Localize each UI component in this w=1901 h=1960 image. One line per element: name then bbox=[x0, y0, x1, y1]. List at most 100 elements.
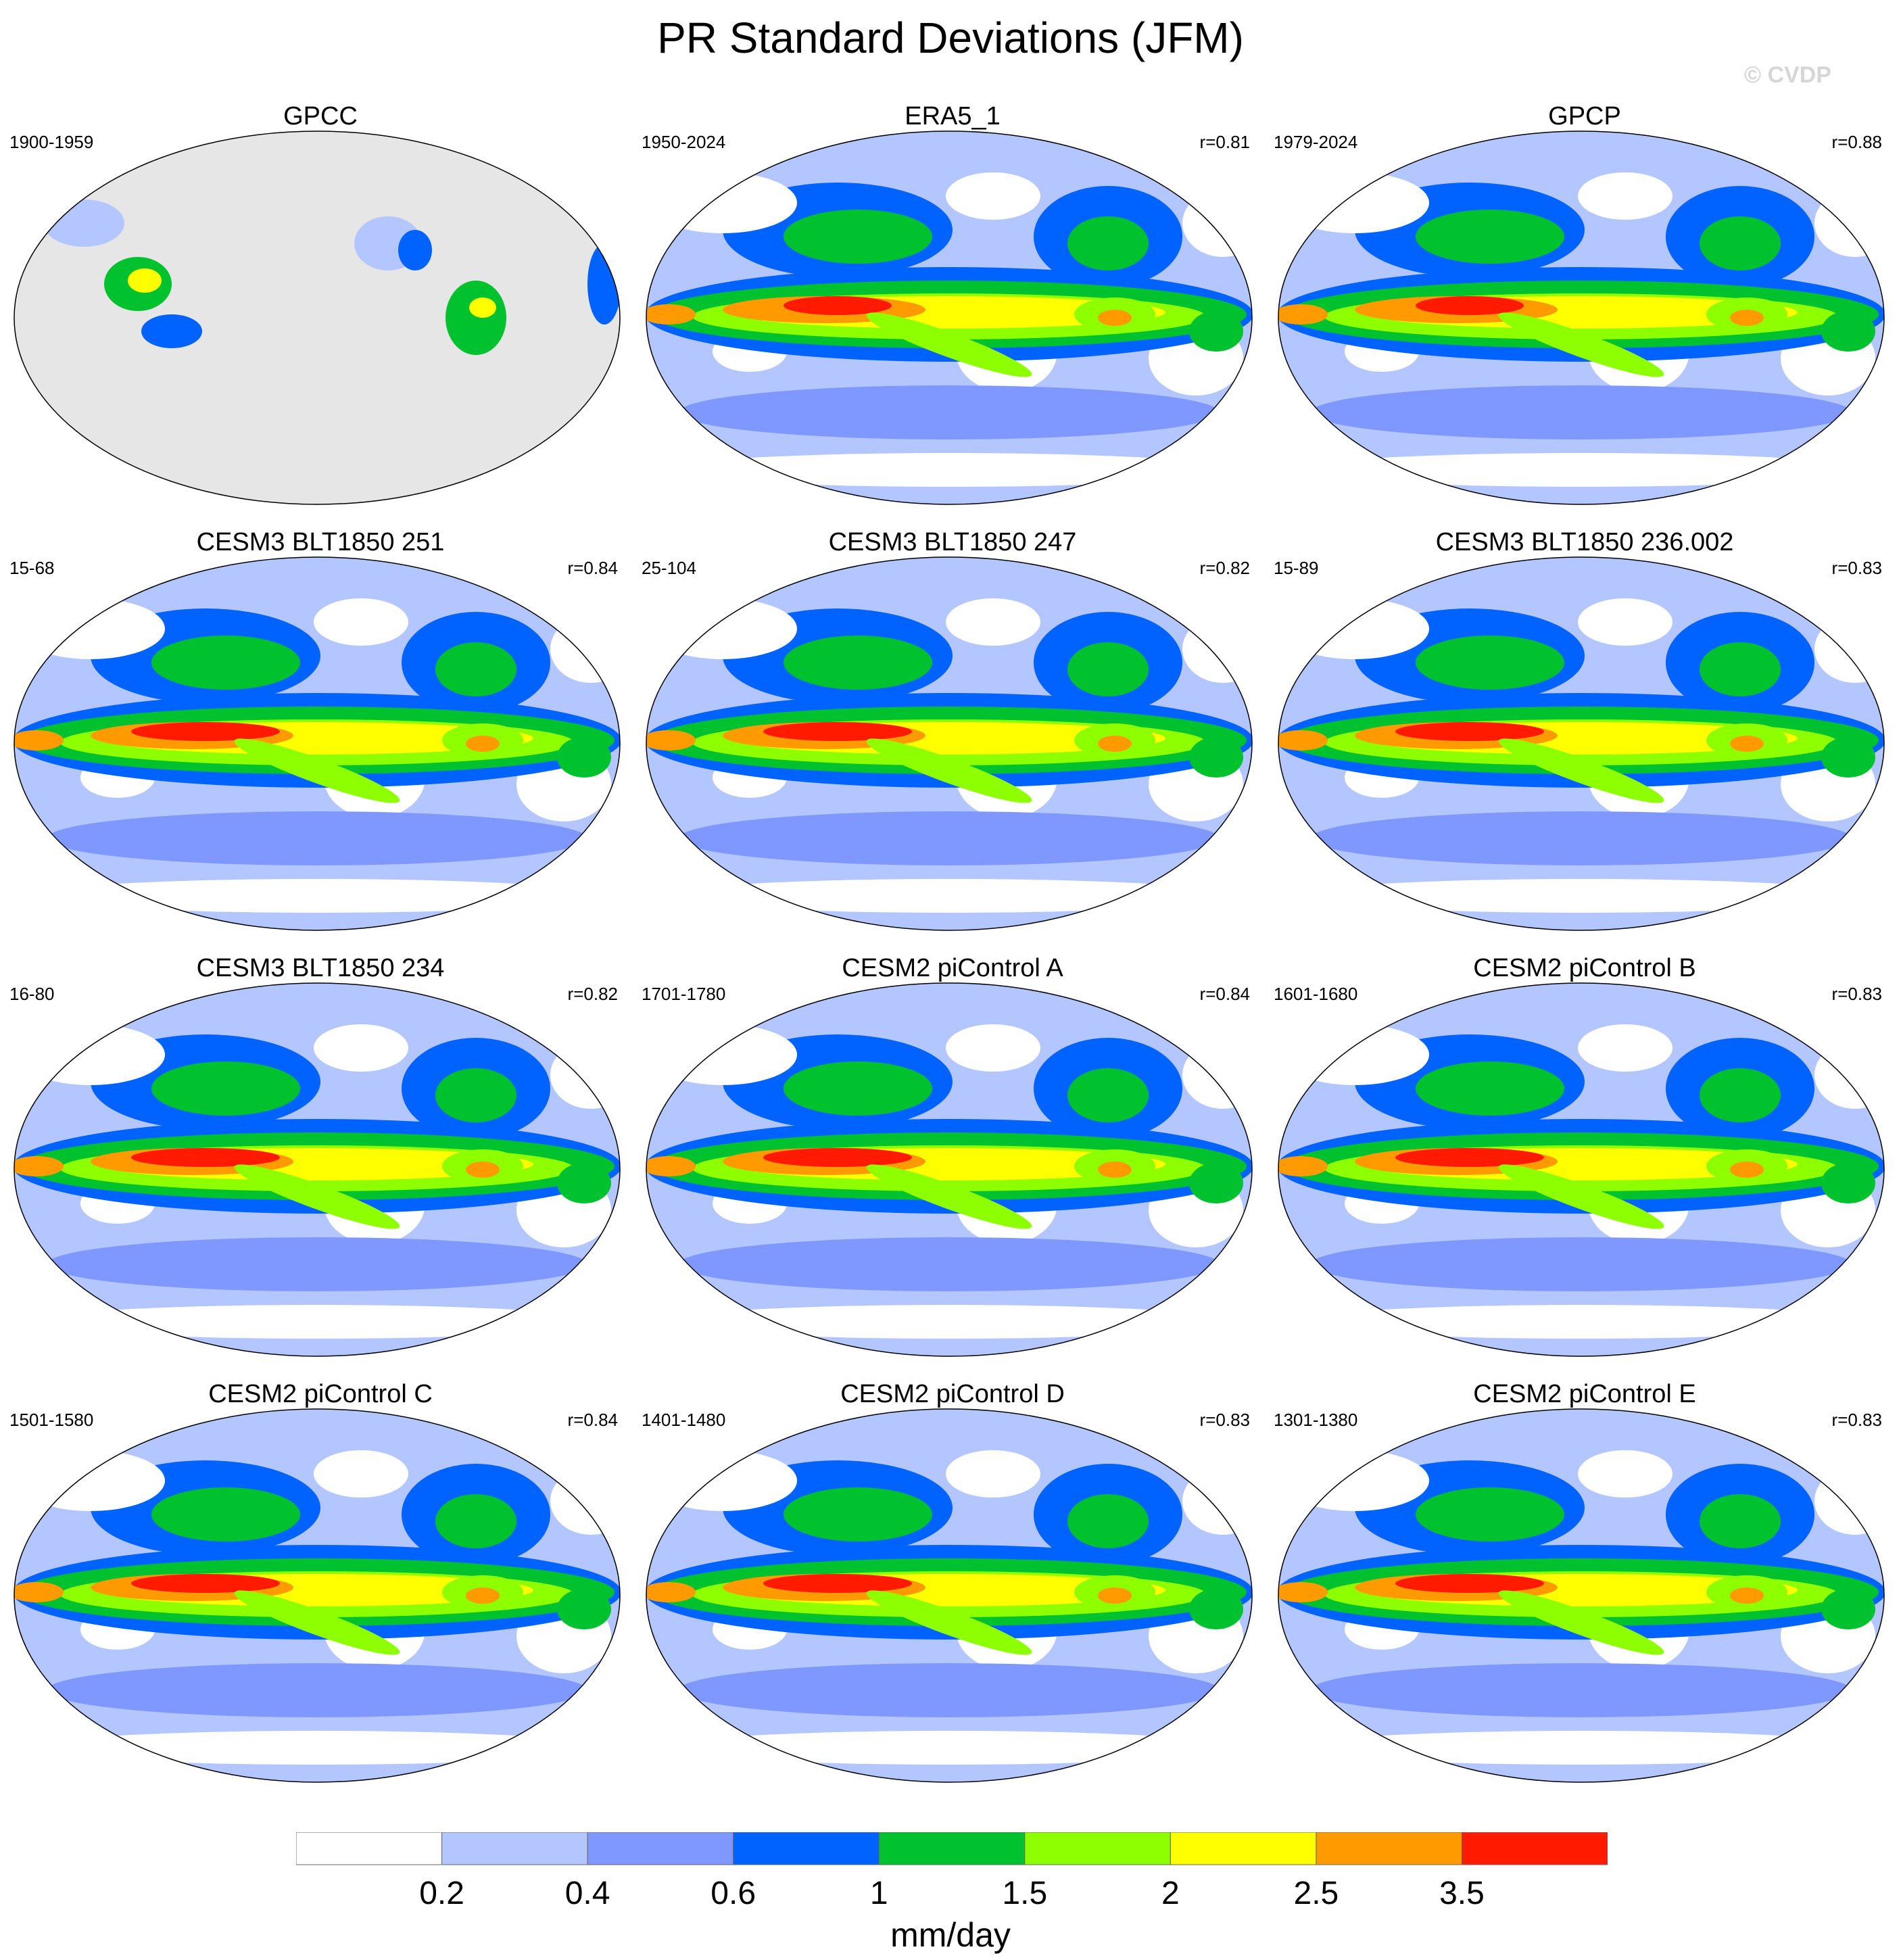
north-pacific-core bbox=[784, 1061, 932, 1116]
north-atlantic-core bbox=[1700, 1068, 1781, 1122]
map-panel: CESM2 piControl C 1501-1580 r=0.84 bbox=[9, 1379, 631, 1804]
panel-correlation: r=0.82 bbox=[567, 984, 618, 1004]
map-panel: CESM3 BLT1850 234 16-80 r=0.82 bbox=[9, 953, 631, 1378]
panel-period: 15-89 bbox=[1274, 558, 1319, 578]
amazon-orange bbox=[466, 1587, 500, 1604]
dry-north-america bbox=[946, 1024, 1040, 1072]
map-field bbox=[14, 1409, 620, 1782]
dry-north-america bbox=[946, 172, 1040, 220]
antarctic-dry bbox=[665, 1305, 1233, 1339]
map-panel: CESM2 piControl E 1301-1380 r=0.83 bbox=[1274, 1379, 1896, 1804]
spcz-band bbox=[234, 1164, 400, 1229]
north-pacific-core bbox=[1416, 210, 1564, 264]
indian-orange bbox=[646, 304, 696, 325]
colorbar-tick-label: 1 bbox=[870, 1875, 888, 1911]
north-pacific-core bbox=[1416, 1487, 1564, 1541]
dry-arctic-asia bbox=[1280, 1024, 1429, 1085]
panel-title: CESM3 BLT1850 236.002 bbox=[1435, 528, 1734, 556]
north-america-east bbox=[398, 230, 432, 270]
spcz-band bbox=[234, 1590, 400, 1655]
amazon-orange bbox=[1098, 310, 1132, 326]
north-atlantic-core bbox=[1067, 1068, 1149, 1122]
colorbar-tick-label: 0.4 bbox=[565, 1875, 610, 1911]
spcz-band bbox=[1498, 738, 1664, 803]
panel-title: CESM3 BLT1850 247 bbox=[828, 528, 1077, 556]
map-panel: CESM2 piControl B 1601-1680 r=0.83 bbox=[1274, 953, 1896, 1378]
africa-green bbox=[1189, 311, 1243, 352]
panel-period: 1501-1580 bbox=[9, 1410, 94, 1430]
colorbar-unit: mm/day bbox=[890, 1916, 1011, 1954]
africa-green bbox=[557, 1589, 611, 1629]
map-field bbox=[1278, 131, 1884, 504]
antarctic-dry bbox=[665, 453, 1233, 487]
indian-orange bbox=[1278, 304, 1328, 325]
antarctic-dry bbox=[33, 879, 601, 913]
panel-period: 1601-1680 bbox=[1274, 984, 1358, 1004]
panel-title: CESM2 piControl B bbox=[1473, 954, 1696, 982]
map-outline bbox=[646, 556, 1253, 931]
map-field bbox=[14, 557, 620, 930]
panel-correlation: r=0.81 bbox=[1199, 132, 1250, 152]
north-pacific-core bbox=[151, 1487, 300, 1541]
colorbar-box bbox=[1461, 1832, 1608, 1865]
map-panel: GPCP 1979-2024 r=0.88 bbox=[1274, 101, 1896, 526]
map-panel: ERA5_1 1950-2024 r=0.81 bbox=[642, 101, 1264, 526]
map-svg bbox=[14, 556, 621, 931]
southern-storm-band bbox=[1311, 1237, 1852, 1291]
antarctic-dry bbox=[1297, 1305, 1865, 1339]
pacific-red-core bbox=[763, 1148, 912, 1167]
southern-storm-band bbox=[1311, 811, 1852, 865]
amazon-orange bbox=[1730, 310, 1764, 326]
southern-storm-band bbox=[47, 811, 587, 865]
amazon-orange bbox=[466, 1162, 500, 1178]
colorbar-tick-label: 2 bbox=[1161, 1875, 1180, 1911]
map-field bbox=[1278, 983, 1884, 1356]
dry-arctic-asia bbox=[1280, 598, 1429, 659]
panel-correlation: r=0.83 bbox=[1199, 1410, 1250, 1430]
pacific-red-core bbox=[131, 1574, 280, 1593]
dry-north-america bbox=[1578, 1024, 1673, 1072]
panel-title: CESM3 BLT1850 251 bbox=[196, 528, 445, 556]
north-pacific-core bbox=[784, 1487, 932, 1541]
antarctic-dry bbox=[665, 879, 1233, 913]
north-atlantic-core bbox=[1067, 216, 1149, 270]
map-panel: CESM2 piControl D 1401-1480 r=0.83 bbox=[642, 1379, 1264, 1804]
map-svg bbox=[1278, 556, 1885, 931]
antarctic-dry bbox=[1297, 453, 1865, 487]
colorbar-box bbox=[878, 1832, 1026, 1865]
indian-orange bbox=[646, 730, 696, 750]
indian-orange bbox=[1278, 1582, 1328, 1602]
indian-orange bbox=[14, 730, 64, 750]
southern-storm-band bbox=[47, 1237, 587, 1291]
map-panel: CESM3 BLT1850 236.002 15-89 r=0.83 bbox=[1274, 527, 1896, 952]
amazon-core bbox=[469, 297, 496, 318]
pacific-red-core bbox=[131, 722, 280, 741]
pacific-red-core bbox=[1395, 1148, 1544, 1167]
africa-green bbox=[1189, 737, 1243, 778]
panel-period: 15-68 bbox=[9, 558, 55, 578]
panel-correlation: r=0.83 bbox=[1831, 984, 1882, 1004]
north-atlantic-core bbox=[435, 1068, 516, 1122]
north-atlantic-core bbox=[435, 642, 516, 696]
panel-correlation: r=0.82 bbox=[1199, 558, 1250, 578]
dry-north-america bbox=[314, 598, 408, 646]
amazon-orange bbox=[1730, 1162, 1764, 1178]
map-svg bbox=[1278, 982, 1885, 1357]
dry-arctic-asia bbox=[1280, 172, 1429, 233]
dry-arctic-asia bbox=[1280, 1450, 1429, 1511]
panel-title: GPCC bbox=[283, 102, 358, 130]
africa-green bbox=[1821, 1589, 1875, 1629]
pacific-red-core bbox=[1395, 1574, 1544, 1593]
north-pacific-core bbox=[1416, 1061, 1564, 1116]
southern-storm-band bbox=[1311, 1663, 1852, 1717]
panel-correlation: r=0.83 bbox=[1831, 1410, 1882, 1430]
map-field bbox=[646, 131, 1252, 504]
watermark: © CVDP bbox=[1744, 62, 1831, 88]
panel-correlation: r=0.83 bbox=[1831, 558, 1882, 578]
colorbar-box bbox=[441, 1832, 588, 1865]
colorbar-box bbox=[1316, 1832, 1462, 1865]
map-svg bbox=[14, 982, 621, 1357]
pacific-red-core bbox=[1395, 722, 1544, 741]
spcz-band bbox=[1498, 1164, 1664, 1229]
panel-title: CESM2 piControl A bbox=[842, 954, 1063, 982]
